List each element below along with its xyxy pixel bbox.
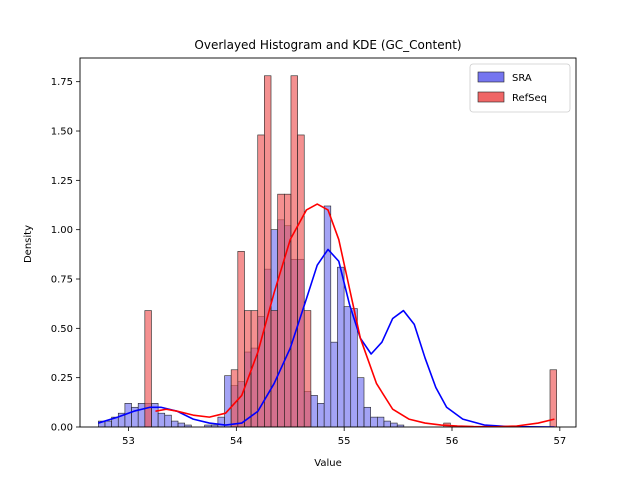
bar-sra-42 xyxy=(376,416,385,427)
x-tick-label-1: 54 xyxy=(230,436,243,447)
bar-sra-43 xyxy=(383,420,391,427)
legend-box xyxy=(469,63,571,113)
y-tick-label-4: 1.00 xyxy=(51,225,73,236)
legend-label-refseq: RefSeq xyxy=(512,93,547,104)
y-tick-label-7: 1.75 xyxy=(51,77,73,88)
y-tick-label-6: 1.50 xyxy=(51,127,73,138)
kde-line-refseq xyxy=(155,203,555,427)
legend-swatch-sra xyxy=(477,71,505,83)
y-tick-label-2: 0.50 xyxy=(51,324,73,335)
axes-spines xyxy=(79,57,577,428)
kde-group xyxy=(98,203,555,427)
bar-sra-12 xyxy=(177,422,185,427)
bar-sra-39 xyxy=(357,377,365,427)
bar-refseq-27 xyxy=(277,193,285,427)
bar-sra-33 xyxy=(317,403,325,427)
bar-refseq-29 xyxy=(290,75,298,427)
x-axis-label: Value xyxy=(314,458,341,469)
bar-sra-4 xyxy=(124,403,132,427)
bar-sra-34 xyxy=(323,205,332,427)
chart-title: Overlayed Histogram and KDE (GC_Content) xyxy=(194,38,461,52)
x-tick-label-4: 57 xyxy=(553,436,566,447)
bar-sra-1 xyxy=(104,420,112,427)
bar-refseq-24 xyxy=(257,134,265,427)
x-tick-label-3: 56 xyxy=(446,436,459,447)
bar-sra-6 xyxy=(137,403,146,427)
y-axis-label: Density xyxy=(23,225,34,263)
bar-sra-19 xyxy=(224,375,232,427)
bar-refseq-31 xyxy=(303,310,312,427)
bar-sra-40 xyxy=(363,406,371,427)
bar-sra-41 xyxy=(370,416,378,427)
bar-refseq-20 xyxy=(230,369,239,427)
bar-refseq-30 xyxy=(297,134,305,427)
bars-group xyxy=(98,75,557,427)
bar-refseq-25 xyxy=(264,75,272,427)
bar-refseq-22 xyxy=(244,310,252,427)
bar-refseq-21 xyxy=(237,251,245,427)
bar-sra-10 xyxy=(164,414,172,427)
bar-sra-35 xyxy=(330,341,338,427)
bar-sra-44 xyxy=(390,422,398,427)
axes-frame: 53 54 55 56 57 0.00 0.25 0.50 0.75 1.00 1.25 1.50 1.… xyxy=(51,57,577,447)
bar-refseq-68 xyxy=(549,369,557,427)
legend: SRA RefSeq xyxy=(469,63,571,113)
y-tick-label-3: 0.75 xyxy=(51,275,73,286)
x-tick-label-2: 55 xyxy=(338,436,351,447)
legend-swatch-refseq xyxy=(477,91,505,103)
y-tick-label-1: 0.25 xyxy=(51,373,73,384)
bar-sra-11 xyxy=(171,420,179,427)
bar-refseq-28 xyxy=(284,193,292,427)
plot-area: 53 54 55 56 57 0.00 0.25 0.50 0.75 1.00 1.25 1.50 1.… xyxy=(51,57,577,447)
bar-refseq-26 xyxy=(270,310,278,427)
bar-sra-37 xyxy=(343,306,352,427)
bar-sra-36 xyxy=(337,266,345,427)
y-tick-label-0: 0.00 xyxy=(51,423,73,434)
legend-label-sra: SRA xyxy=(512,73,532,84)
x-tick-label-0: 53 xyxy=(122,436,135,447)
bar-refseq-7 xyxy=(144,310,152,427)
bar-sra-32 xyxy=(310,395,318,427)
y-tick-label-5: 1.25 xyxy=(51,176,73,187)
bar-sra-9 xyxy=(157,412,166,427)
